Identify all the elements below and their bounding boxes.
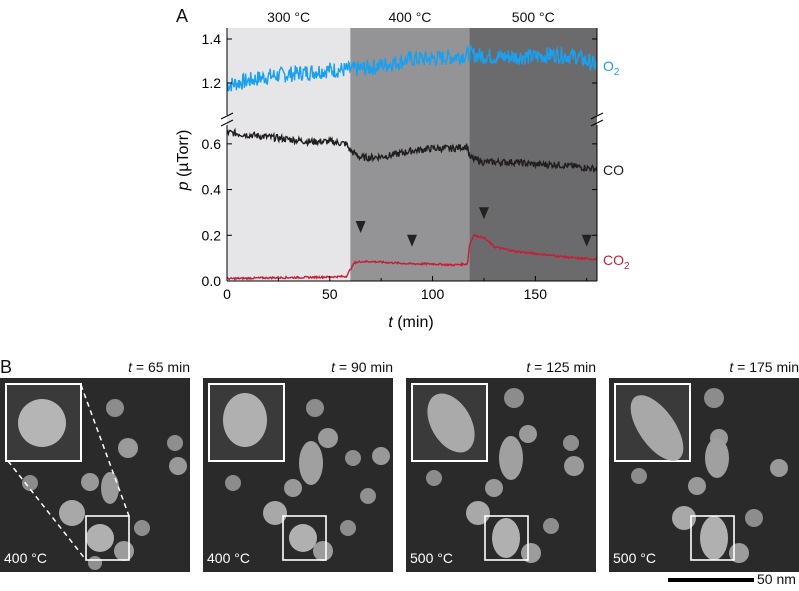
x-tick-label-50: 50	[322, 286, 338, 302]
region-1	[227, 28, 351, 281]
frame-4-temperature: 500 °C	[613, 550, 656, 566]
marker-3	[478, 207, 489, 220]
x-tick-label-0: 0	[223, 286, 231, 302]
series-label-co2: CO2	[603, 252, 630, 272]
region-3	[469, 28, 597, 281]
tem-image-3	[411, 383, 584, 563]
image-time-markers	[355, 207, 592, 247]
region-label-3: 500 °C	[512, 9, 555, 25]
axis-break-0-b	[220, 119, 234, 127]
scale-bar-label: 50 nm	[757, 571, 796, 587]
series-line-co2	[226, 233, 598, 281]
series-label-co: CO	[603, 162, 624, 178]
pressure-series	[226, 43, 598, 281]
x-axis-label: t (min)	[388, 314, 433, 331]
y-tick-label-0.4: 0.4	[202, 182, 222, 198]
y-tick-label-0.2: 0.2	[202, 227, 222, 243]
series-line-co	[226, 127, 598, 173]
axis-break-0-a	[220, 112, 234, 120]
tem-frame-4: 500 °C	[609, 378, 799, 572]
y-axis-label: p (µTorr)	[175, 130, 192, 192]
series-line-o2	[226, 43, 598, 92]
marker-4	[581, 234, 592, 247]
axis-break-1-b	[590, 119, 604, 127]
y-tick-label-0.6: 0.6	[202, 136, 222, 152]
pressure-chart: 300 °C 400 °C 500 °C 0 50 100 150 0.0 0.2 0.4 0.6…	[175, 9, 630, 331]
panel-b-letter: B	[0, 357, 13, 377]
axis-break-1-a	[590, 112, 604, 120]
axis-ticks: 0 50 100 150 0.0 0.2 0.4 0.6 1.2 1.4	[202, 31, 597, 302]
tem-image-2	[208, 383, 390, 561]
temperature-regions	[227, 28, 597, 281]
panel-a-letter: A	[176, 6, 189, 26]
y-tick-label-0: 0.0	[202, 273, 222, 289]
marker-1	[355, 221, 366, 233]
region-label-2: 400 °C	[388, 9, 431, 25]
series-label-o2: O2	[603, 58, 620, 78]
tem-frame-2: 400 °C	[203, 378, 393, 572]
x-tick-label-150: 150	[524, 286, 548, 302]
series-labels: O2 CO CO2	[603, 58, 630, 272]
y-tick-label-1.4: 1.4	[202, 31, 222, 47]
x-tick-label-100: 100	[421, 286, 445, 302]
frame-3-time-label: t = 125 min	[526, 359, 596, 375]
temperature-region-labels: 300 °C 400 °C 500 °C	[267, 9, 555, 25]
tem-frame-1: 400 °C	[0, 378, 190, 572]
tem-frame-3: 500 °C	[406, 378, 596, 572]
y-tick-label-1.2: 1.2	[202, 75, 222, 91]
tem-image-4	[614, 383, 788, 563]
scale-bar	[668, 578, 754, 582]
chart-axes	[220, 28, 604, 282]
frame-1-time-label: t = 65 min	[128, 359, 190, 375]
frame-4-time-label: t = 175 min	[729, 359, 799, 375]
frame-1-temperature: 400 °C	[4, 550, 47, 566]
frame-2-time-label: t = 90 min	[331, 359, 393, 375]
region-label-1: 300 °C	[267, 9, 310, 25]
marker-2	[407, 234, 417, 247]
frame-3-temperature: 500 °C	[410, 550, 453, 566]
frame-2-temperature: 400 °C	[207, 550, 250, 566]
tem-image-1	[5, 383, 187, 570]
